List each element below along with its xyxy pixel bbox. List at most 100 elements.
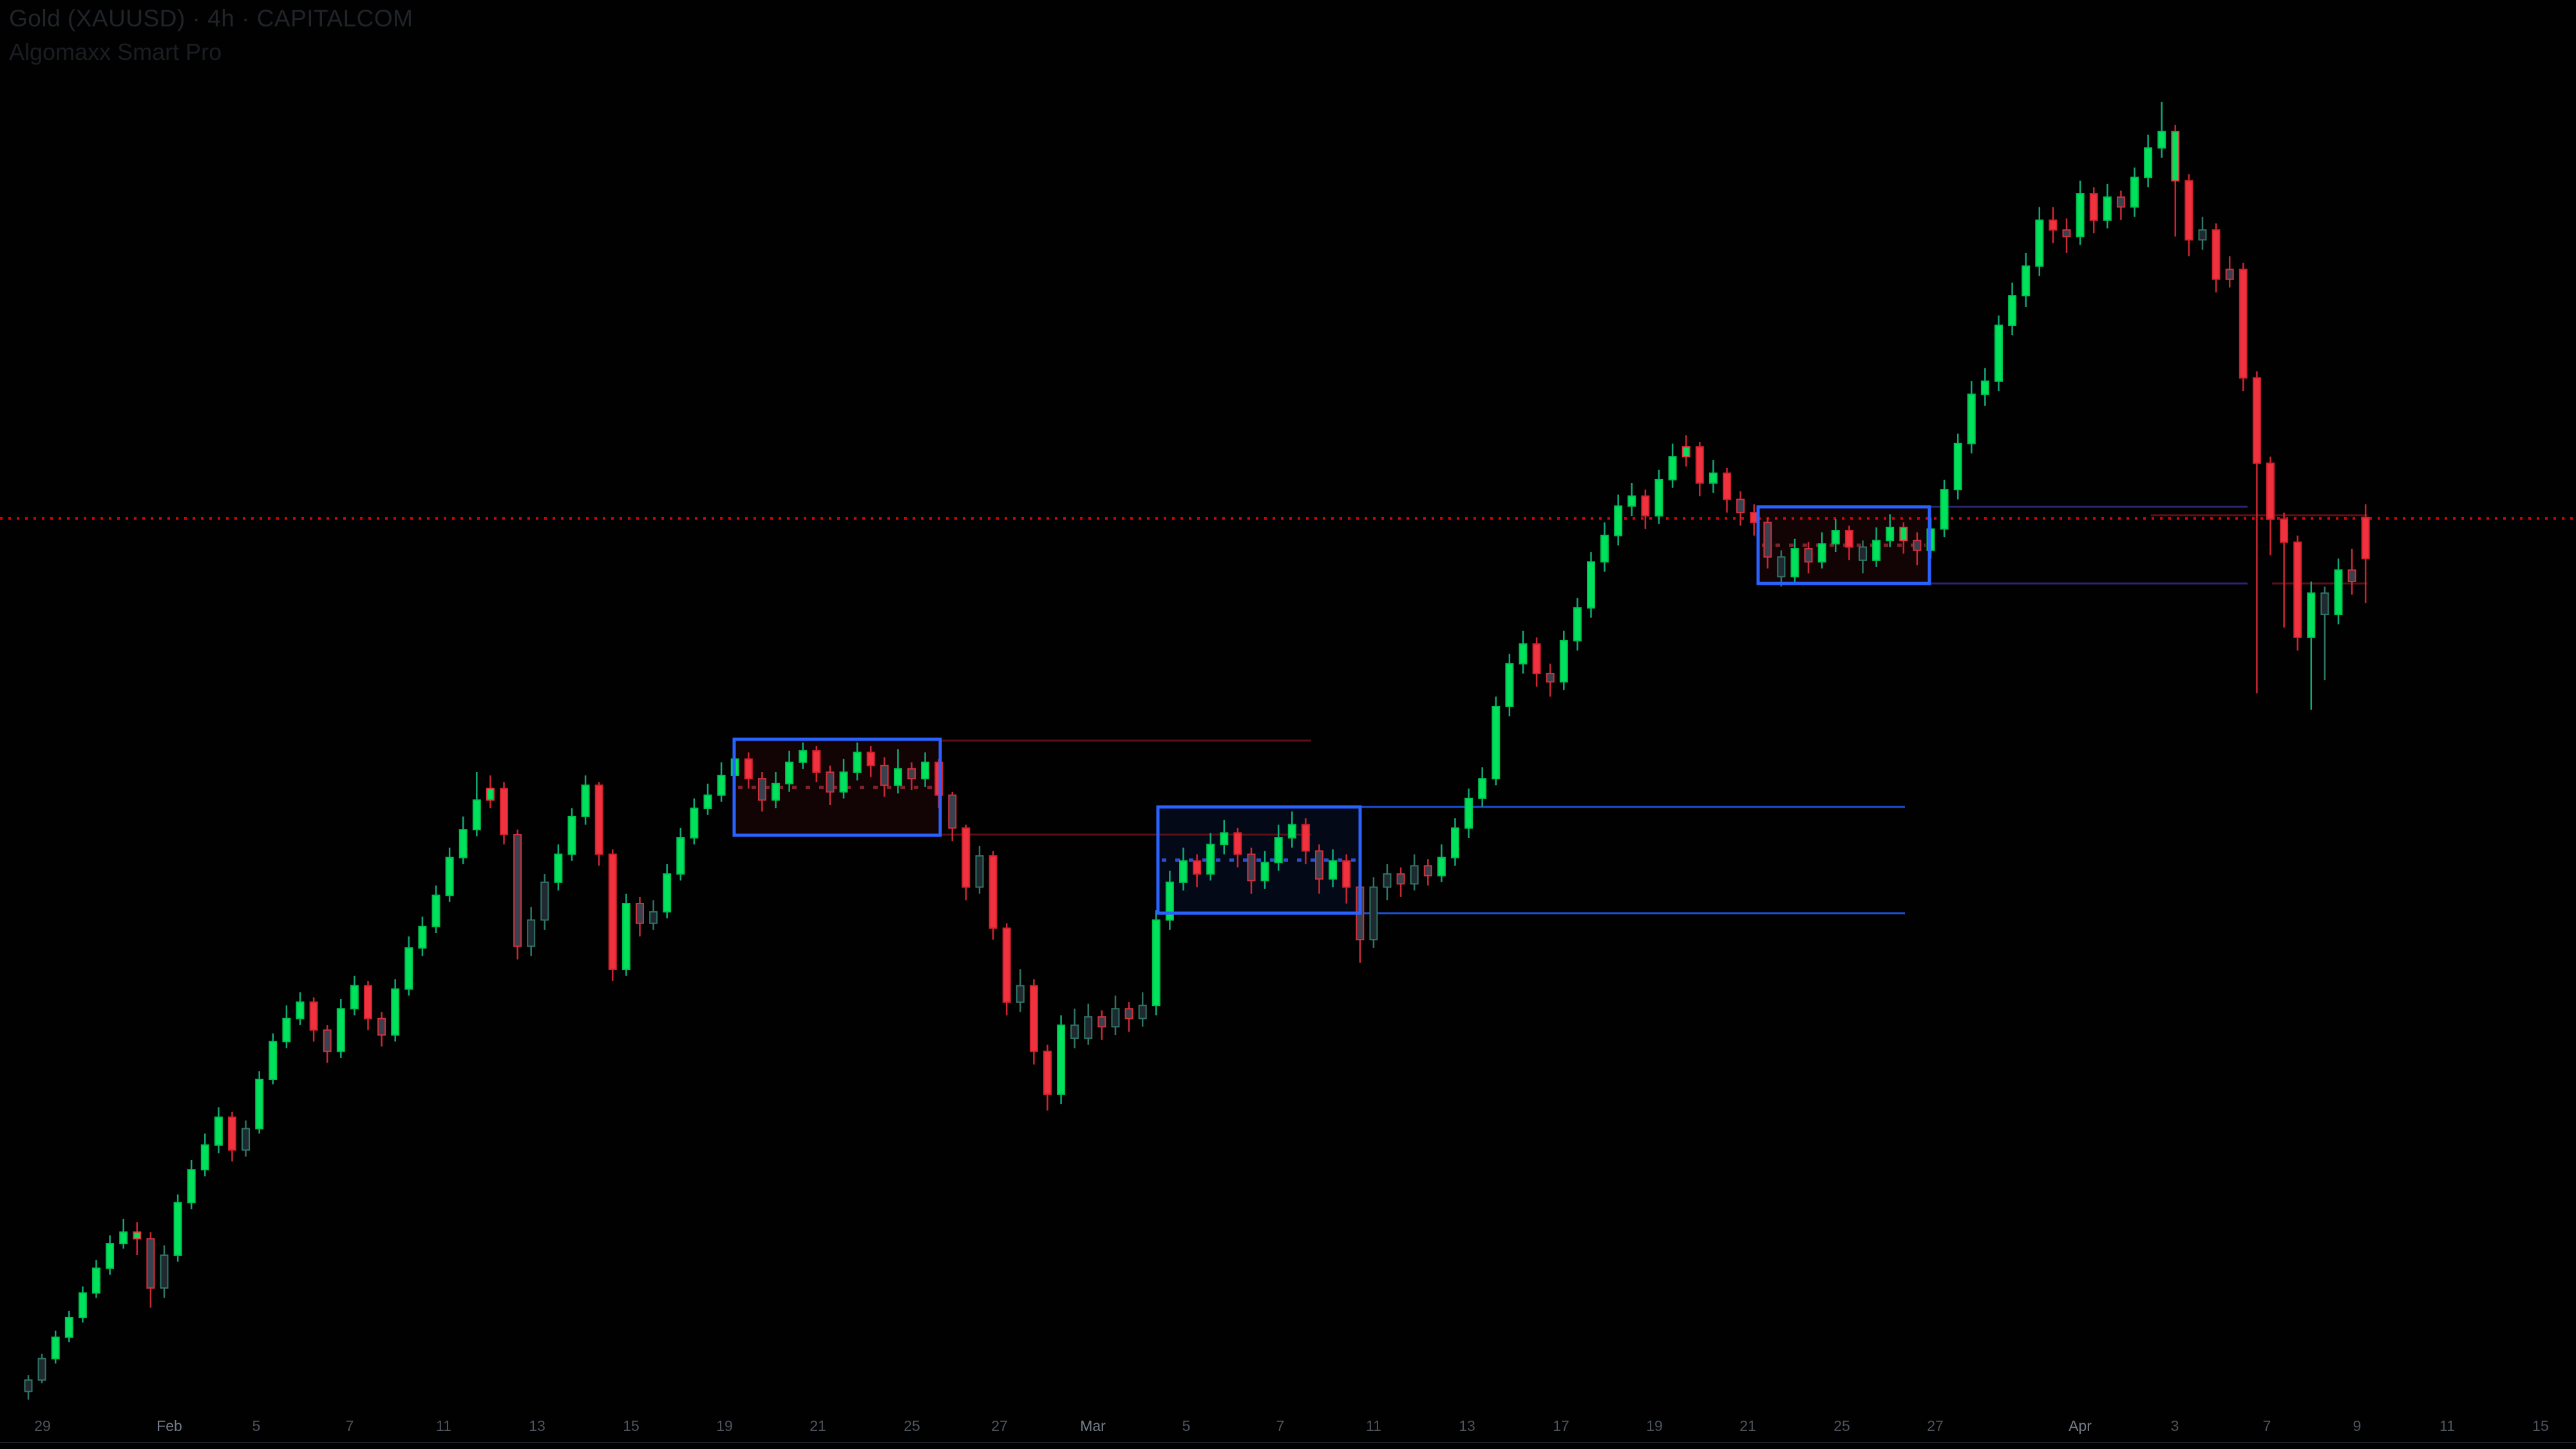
candle-body — [1723, 472, 1731, 500]
time-axis-label[interactable]: 7 — [346, 1417, 354, 1434]
candle-body — [1057, 1024, 1066, 1095]
box-fills-layer — [734, 507, 1929, 913]
candle-body — [812, 750, 821, 773]
time-axis-label[interactable]: Feb — [156, 1417, 182, 1434]
candle-body — [1016, 985, 1025, 1003]
time-axis-label[interactable]: 13 — [1459, 1417, 1475, 1434]
candle-body — [1423, 865, 1432, 876]
candle-body — [1151, 919, 1160, 1007]
time-axis-label[interactable]: 25 — [1833, 1417, 1850, 1434]
time-axis-label[interactable]: 11 — [436, 1417, 451, 1434]
candle-body — [1695, 446, 1704, 484]
candle-body — [445, 857, 454, 896]
candle-body — [78, 1292, 87, 1318]
candle-body — [1220, 832, 1229, 846]
time-axis-label[interactable]: 9 — [2353, 1417, 2362, 1434]
candle-body — [2103, 196, 2112, 221]
candle-body — [1233, 832, 1242, 855]
candle-body — [2239, 269, 2248, 379]
candle-body — [500, 788, 508, 835]
candle-body — [2089, 193, 2098, 221]
time-axis-label[interactable]: 27 — [991, 1417, 1008, 1434]
axis-layer: 29 Feb 5 7 11 13 15 19 21 25 27 Mar 5 7 11 13 17 19 21 25 27… — [0, 1417, 2576, 1443]
time-axis-label[interactable]: 25 — [904, 1417, 920, 1434]
candle-body — [649, 911, 658, 924]
candle-body — [200, 1144, 209, 1171]
candle-body — [1587, 561, 1595, 609]
time-axis-label[interactable]: 21 — [1739, 1417, 1756, 1434]
candle-body — [1980, 380, 1989, 395]
candle-body — [2130, 176, 2139, 208]
time-axis-label[interactable]: 19 — [1646, 1417, 1663, 1434]
time-axis-label[interactable]: 13 — [529, 1417, 545, 1434]
candle-body — [2361, 516, 2370, 560]
candle-body — [1844, 529, 1853, 548]
candle-body — [853, 752, 862, 773]
time-axis-label[interactable]: 11 — [1366, 1417, 1381, 1434]
candle-body — [309, 1001, 318, 1031]
candle-body — [1165, 881, 1174, 921]
box-borders-layer — [732, 505, 1931, 915]
candle-body — [513, 833, 522, 947]
candle-body — [1532, 643, 1541, 674]
time-axis-label[interactable]: Mar — [1080, 1417, 1106, 1434]
candle-body — [594, 784, 603, 855]
candle-body — [2320, 592, 2329, 616]
candle-body — [907, 768, 916, 780]
time-axis-label[interactable]: 21 — [810, 1417, 826, 1434]
candle-body — [187, 1169, 196, 1204]
time-axis-label[interactable]: 27 — [1927, 1417, 1944, 1434]
candle-body — [1559, 639, 1568, 683]
consolidation-box-2[interactable] — [1156, 805, 1362, 915]
candle-body — [2144, 147, 2153, 178]
time-axis-label[interactable]: 19 — [716, 1417, 733, 1434]
candle-body — [214, 1116, 223, 1146]
candle-body — [459, 829, 468, 858]
candle-body — [2225, 269, 2234, 280]
candle-body — [296, 1001, 305, 1019]
time-axis-label[interactable]: 29 — [34, 1417, 51, 1434]
candle-body — [2307, 592, 2316, 638]
candle-body — [1383, 873, 1392, 888]
time-axis-label[interactable]: Apr — [2069, 1417, 2092, 1434]
time-axis-label[interactable]: 3 — [2171, 1417, 2179, 1434]
candle-body — [527, 919, 536, 947]
candle-body — [799, 750, 808, 763]
candle-body — [404, 947, 413, 990]
candle-body — [1274, 837, 1283, 864]
consolidation-box-3[interactable] — [1756, 505, 1931, 585]
candle-body — [744, 758, 753, 780]
candle-body — [1736, 498, 1745, 513]
candle-body — [1084, 1016, 1093, 1039]
candle-body — [1070, 1024, 1079, 1039]
candle-body — [269, 1041, 278, 1081]
candle-body — [51, 1336, 60, 1359]
candle-body — [1681, 446, 1690, 458]
candle-body — [2293, 541, 2302, 638]
candle-body — [540, 881, 549, 921]
candle-body — [160, 1254, 169, 1289]
consolidation-box-1[interactable] — [732, 737, 942, 837]
candle-body — [1478, 778, 1487, 799]
candle-body — [948, 794, 957, 829]
time-axis-label[interactable]: 7 — [1276, 1417, 1285, 1434]
candle-body — [336, 1008, 345, 1052]
candle-body — [242, 1128, 251, 1151]
candle-body — [2049, 219, 2058, 231]
time-axis-label[interactable]: 17 — [1553, 1417, 1569, 1434]
candle-body — [621, 903, 630, 971]
time-axis-label[interactable]: 7 — [2263, 1417, 2271, 1434]
time-axis-label[interactable]: 15 — [623, 1417, 639, 1434]
time-axis-label[interactable]: 5 — [252, 1417, 261, 1434]
time-axis-label[interactable]: 5 — [1182, 1417, 1191, 1434]
candle-body — [1994, 325, 2003, 382]
time-axis-label[interactable]: 11 — [2439, 1417, 2455, 1434]
candle-body — [418, 925, 427, 949]
time-axis-label[interactable]: 15 — [2532, 1417, 2549, 1434]
candle-body — [1899, 526, 1908, 542]
candle-body — [64, 1316, 73, 1338]
candle-body — [839, 771, 848, 793]
candle-body — [1124, 1008, 1133, 1019]
